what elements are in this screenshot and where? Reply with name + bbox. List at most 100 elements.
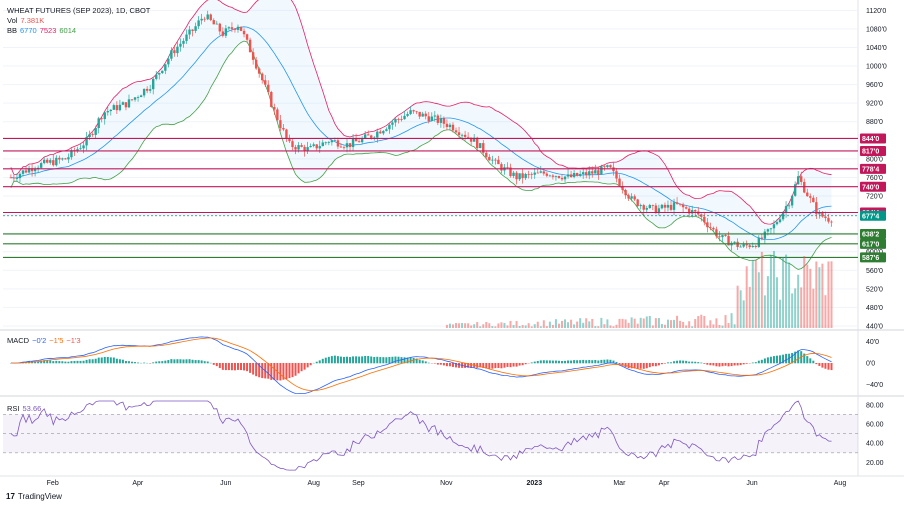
volume-bar [470, 325, 473, 328]
candle-body [563, 176, 567, 180]
candle-body [55, 157, 58, 166]
volume-bar [576, 321, 579, 328]
macd-hist-bar [530, 362, 533, 364]
candle-body [9, 177, 13, 179]
macd-hist-bar [594, 359, 597, 364]
symbol-title: WHEAT FUTURES (SEP 2023), 1D, CBOT [7, 6, 151, 15]
volume-bar [660, 323, 663, 328]
volume-bar [821, 263, 824, 328]
candle-body [206, 14, 209, 20]
tv-logo-mark: 17 [6, 492, 15, 501]
macd-hist-bar [131, 361, 134, 364]
candle-body [466, 136, 470, 138]
macd-hist-bar [633, 363, 636, 369]
candle-body [336, 140, 340, 147]
y-tick-label-main: 720'0 [866, 194, 883, 201]
volume-bar [830, 261, 833, 328]
macd-hist-bar [815, 363, 818, 365]
macd-hist-bar [742, 363, 745, 365]
candle-body [200, 18, 203, 21]
volume-bar [612, 326, 615, 328]
macd-hist-bar [769, 356, 772, 364]
candle-body [591, 171, 594, 174]
bb-basis-line [10, 26, 832, 240]
candle-body [433, 115, 437, 117]
volume-bar [769, 255, 772, 328]
volume-bar [609, 325, 612, 328]
candle-body [61, 158, 64, 160]
candle-body [715, 229, 718, 237]
candle-body [424, 113, 427, 117]
macd-hist-bar [309, 363, 312, 366]
macd-hist-bar [61, 361, 64, 364]
volume-bar [800, 287, 803, 328]
macd-hist-bar [533, 361, 536, 364]
candle-body [497, 159, 500, 165]
candle-body [254, 59, 258, 69]
volume-bar [521, 325, 524, 328]
y-tick-label-main: 1000'0 [866, 64, 887, 71]
volume-bar [458, 323, 461, 328]
volume-bar [630, 317, 633, 328]
candle-body [763, 231, 767, 239]
candle-body [585, 172, 588, 176]
x-tick-label: 2023 [527, 480, 543, 487]
macd-hist-bar [227, 363, 230, 371]
macd-hist-bar [409, 357, 412, 364]
candle-body [136, 97, 140, 98]
candle-body [85, 137, 88, 146]
bb-upper-line [10, 0, 832, 225]
macd-hist-bar [445, 363, 448, 367]
candle-body [718, 236, 721, 238]
macd-hist-bar [597, 360, 600, 364]
macd-hist-bar [609, 359, 612, 364]
macd-hist-bar [185, 359, 188, 364]
tradingview-logo[interactable]: 17 TradingView [6, 492, 62, 501]
candle-body [451, 124, 455, 131]
candle-body [769, 228, 773, 230]
macd-hist-bar [515, 363, 518, 367]
candle-body [427, 116, 430, 122]
macd-hist-bar [494, 363, 497, 369]
macd-hist-bar [367, 355, 370, 364]
candle-body [766, 229, 770, 232]
volume-bar [794, 288, 797, 328]
macd-hist-bar [134, 362, 137, 364]
candle-body [815, 202, 818, 215]
candle-body [621, 185, 624, 190]
candle-body [751, 245, 754, 248]
candle-body [569, 174, 573, 177]
candle-body [703, 216, 706, 223]
volume-bar [557, 323, 560, 328]
candle-body [285, 129, 288, 139]
candle-body [218, 23, 222, 32]
macd-hist-bar [215, 363, 218, 367]
macd-hist-bar [34, 361, 37, 364]
candle-body [46, 159, 49, 163]
candle-body [618, 178, 621, 186]
volume-bar [670, 320, 673, 328]
candle-body [194, 26, 197, 31]
macd-hist-bar [618, 363, 621, 365]
macd-hist-bar [342, 356, 345, 364]
candle-body [488, 156, 491, 161]
macd-hist-bar [233, 363, 236, 371]
macd-hist-bar [760, 359, 763, 364]
y-tick-label-rsi: 80.00 [866, 402, 884, 409]
macd-hist-bar [273, 363, 276, 380]
volume-bar [676, 315, 679, 328]
macd-legend: MACD −0'2 −1'5 −1'3 [7, 336, 84, 345]
macd-hist-bar [167, 360, 170, 364]
macd-hist-bar [82, 360, 85, 364]
macd-hist-bar [37, 361, 40, 364]
candle-body [215, 23, 218, 25]
volume-legend: Vol 7.381K [7, 16, 47, 25]
volume-bar [533, 324, 536, 328]
volume-bar [527, 323, 530, 328]
macd-hist-bar [49, 360, 52, 364]
macd-hist-bar [448, 363, 451, 367]
volume-bar [706, 325, 709, 328]
macd-hist-bar [252, 363, 255, 375]
macd-hist-bar [482, 363, 485, 368]
